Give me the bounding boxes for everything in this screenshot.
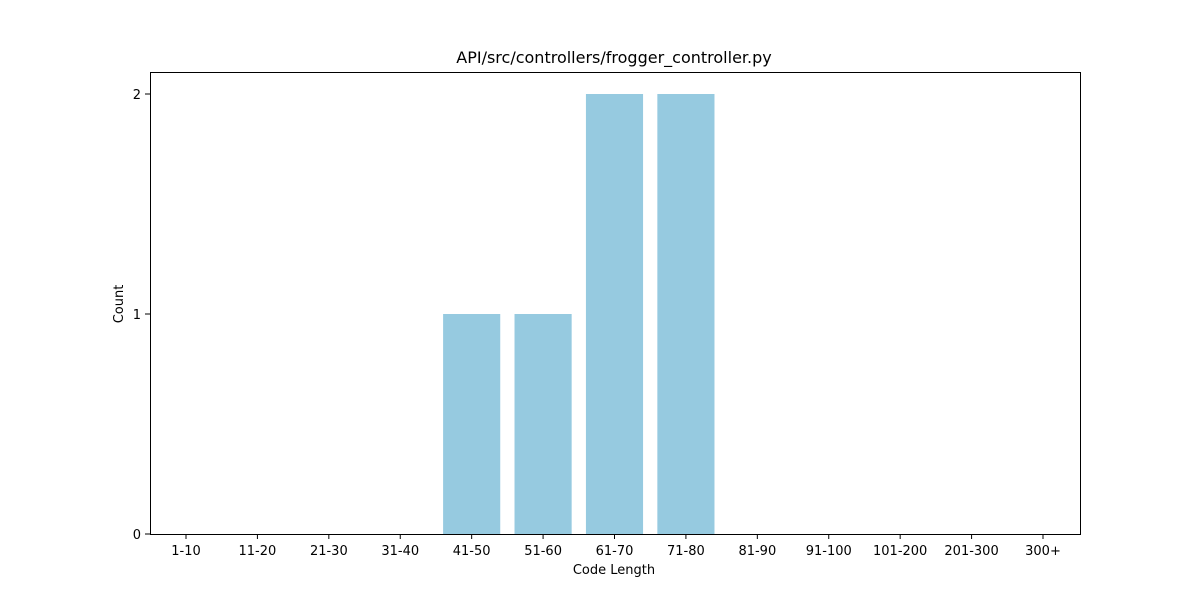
bar-51-60: [515, 314, 572, 534]
x-tick-label: 81-90: [738, 544, 776, 559]
bars-group: [443, 94, 714, 534]
x-tick-label: 51-60: [524, 544, 562, 559]
x-tick-label: 1-10: [171, 544, 201, 559]
bar-61-70: [586, 94, 643, 534]
x-tick-label: 41-50: [453, 544, 491, 559]
x-axis-ticks: 1-10 11-20 21-30 31-40 41-50 51-60 61-70 71-80 8…: [171, 534, 1061, 559]
y-axis-label: Count: [112, 285, 127, 324]
y-tick-label: 0: [133, 528, 141, 543]
bar-41-50: [443, 314, 500, 534]
x-tick-label: 31-40: [381, 544, 419, 559]
x-tick-label: 71-80: [667, 544, 705, 559]
y-tick-label: 2: [133, 88, 141, 103]
y-tick-label: 1: [133, 308, 141, 323]
x-axis-label: Code Length: [573, 563, 655, 578]
x-tick-label: 101-200: [873, 544, 927, 559]
x-tick-label: 21-30: [310, 544, 348, 559]
x-tick-label: 300+: [1025, 544, 1061, 559]
x-tick-label: 201-300: [944, 544, 998, 559]
bar-71-80: [657, 94, 714, 534]
x-tick-label: 11-20: [239, 544, 277, 559]
y-axis-ticks: 0 1 2: [133, 88, 150, 543]
x-tick-label: 91-100: [806, 544, 852, 559]
x-tick-label: 61-70: [596, 544, 634, 559]
chart-title: API/src/controllers/frogger_controller.p…: [456, 48, 771, 68]
